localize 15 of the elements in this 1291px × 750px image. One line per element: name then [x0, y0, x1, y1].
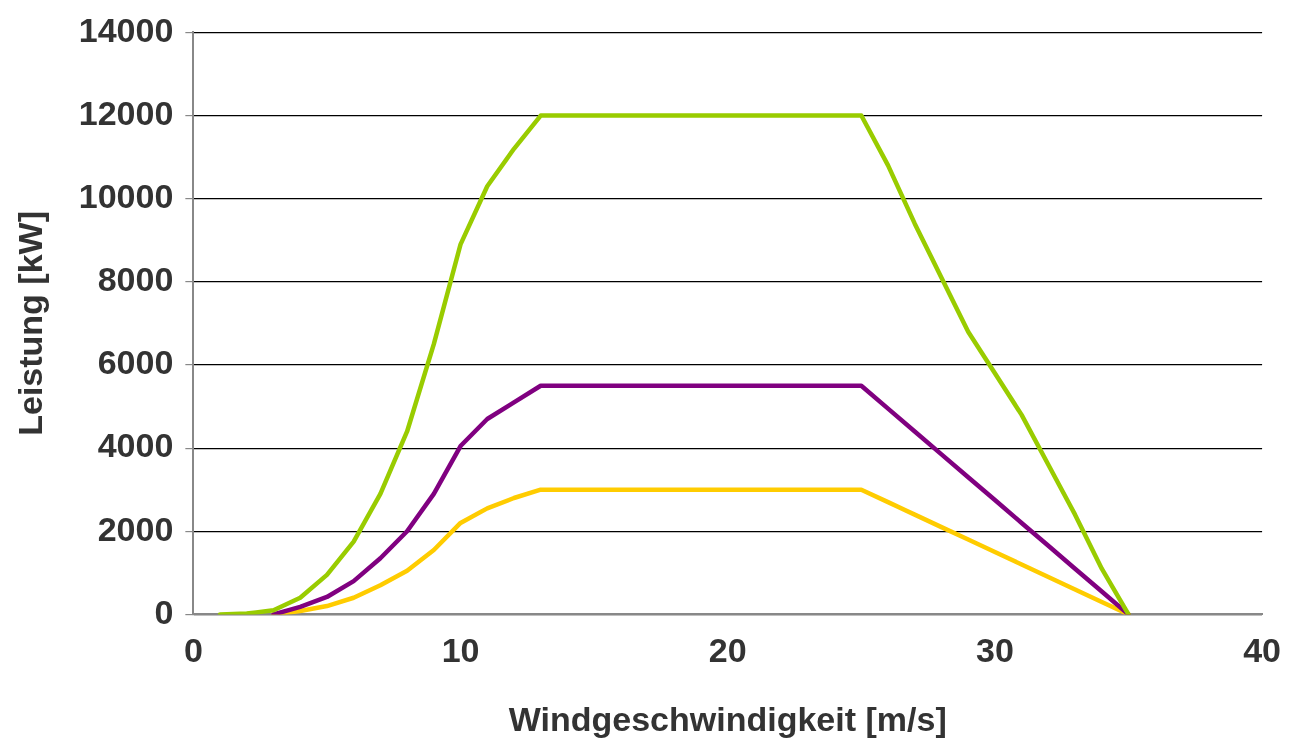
y-tick-label: 4000 [97, 426, 174, 465]
y-tick-label: 0 [154, 592, 174, 631]
x-tick-label: 30 [975, 631, 1014, 670]
y-tick-label: 8000 [97, 260, 174, 299]
x-tick-label: 10 [441, 631, 480, 670]
y-axis-title: Leistung [kW] [10, 211, 49, 436]
y-tick-label: 14000 [78, 10, 174, 49]
x-tick-label: 40 [1243, 631, 1281, 670]
y-tick-label: 10000 [78, 177, 174, 216]
x-axis-title: Windgeschwindigkeit [m/s] [508, 699, 947, 738]
y-tick-label: 12000 [78, 93, 174, 132]
x-tick-label: 20 [708, 631, 747, 670]
y-tick-label: 2000 [97, 509, 174, 548]
y-tick-label: 6000 [97, 343, 174, 382]
x-tick-label: 0 [183, 631, 203, 670]
